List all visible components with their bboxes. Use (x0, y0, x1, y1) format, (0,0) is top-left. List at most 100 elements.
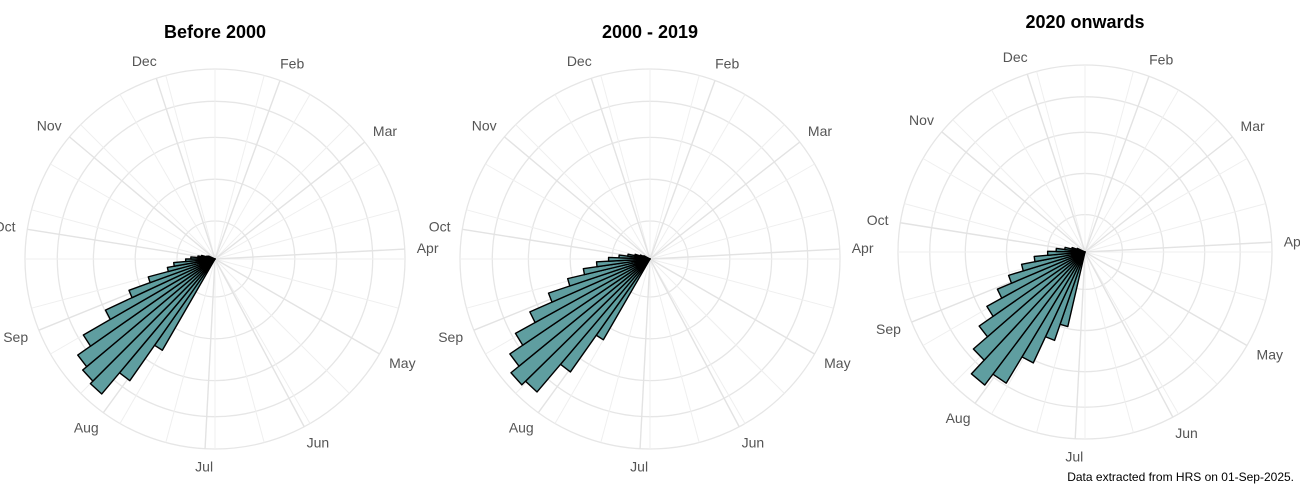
grid-spoke-month (1074, 251, 1086, 439)
month-label-oct: Oct (429, 218, 451, 234)
grid-spoke-month (941, 131, 1086, 253)
grid-spoke-month (214, 248, 405, 260)
month-label-may: May (1257, 347, 1283, 363)
month-label-aug: Aug (946, 410, 971, 426)
grid-spoke (31, 209, 216, 260)
month-label-apr: Apr (417, 240, 439, 256)
month-label-aug: Aug (74, 419, 99, 435)
grid-spoke (1084, 251, 1218, 385)
grid-spoke (1084, 158, 1248, 253)
month-label-jul: Jul (630, 459, 648, 475)
grid-spoke (1084, 251, 1179, 415)
month-label-sep: Sep (876, 321, 901, 337)
month-label-nov: Nov (472, 117, 497, 133)
month-label-feb: Feb (1149, 51, 1173, 67)
grid-spoke (649, 258, 785, 394)
grid-spoke (554, 94, 651, 260)
grid-spoke (649, 209, 834, 260)
polar-bar (642, 255, 651, 260)
grid-spoke (952, 119, 1086, 253)
grid-spoke (119, 94, 216, 260)
grid-spoke (1084, 251, 1266, 301)
grid-spoke-month (1084, 136, 1233, 253)
grid-spoke (600, 258, 651, 443)
grid-spoke (515, 124, 651, 260)
polar-chart-3: 2020 onwards Dec Feb Mar Apr May Jun Jul Aug Sep O… (867, 12, 1300, 465)
month-label-dec: Dec (132, 53, 157, 69)
grid-spoke-month (69, 136, 216, 260)
panel-title: 2000 - 2019 (602, 22, 698, 42)
data-source-caption: Data extracted from HRS on 01-Sep-2025. (1067, 470, 1294, 484)
polar-chart-2: 2000 - 2019 Dec Feb Mar Apr May Jun Jul Aug Sep Oc… (429, 22, 874, 475)
grid-spoke (1084, 89, 1179, 253)
grid-spoke-month (649, 258, 815, 355)
polar-bar (1076, 247, 1086, 253)
grid-spoke-month (204, 258, 216, 449)
grid-spoke (214, 258, 265, 443)
grid-spoke (80, 124, 216, 260)
grid-spoke-month (214, 141, 366, 260)
grid-spoke (1084, 203, 1266, 253)
grid-spoke (1084, 71, 1134, 253)
month-label-jun: Jun (742, 435, 765, 451)
month-label-nov: Nov (37, 117, 62, 133)
grid-spoke (50, 163, 216, 260)
grid-spoke (649, 163, 815, 260)
grid-spoke (214, 124, 350, 260)
grid-spoke-month (504, 136, 651, 260)
month-label-mar: Mar (373, 123, 397, 139)
grid-spoke (485, 163, 651, 260)
grid-spoke (214, 94, 311, 260)
month-label-dec: Dec (1003, 49, 1028, 65)
month-label-apr: Apr (852, 240, 874, 256)
grid-spoke-month (214, 258, 380, 355)
polar-chart-1: Before 2000 Feb Mar Apr May Jun Jul Aug Sep Oct No… (0, 22, 439, 475)
grid-spoke-month (1084, 251, 1248, 347)
grid-spoke-month (1084, 76, 1150, 253)
month-label-apr: Apr (1284, 233, 1300, 249)
grid-spoke-month (649, 258, 740, 428)
grid-spoke (1084, 251, 1134, 433)
grid-spoke (214, 258, 311, 424)
grid-spoke (1036, 71, 1086, 253)
month-label-oct: Oct (867, 212, 889, 228)
grid-spoke (165, 75, 216, 260)
month-label-mar: Mar (808, 123, 832, 139)
grid-spoke (214, 163, 380, 260)
grid-spoke-month (1084, 251, 1174, 418)
month-label-feb: Feb (715, 56, 739, 72)
month-label-dec: Dec (567, 53, 592, 69)
grid-spoke (600, 75, 651, 260)
grid-spoke-month (1084, 241, 1272, 253)
grid-spoke (649, 258, 746, 424)
grid-spoke (214, 258, 350, 394)
month-label-jul: Jul (195, 459, 213, 475)
grid-spoke-month (462, 228, 651, 260)
grid-spoke (214, 209, 399, 260)
grid-spoke-month (639, 258, 651, 449)
month-label-sep: Sep (3, 329, 28, 345)
polar-bar (207, 255, 216, 260)
panel-title: 2020 onwards (1025, 12, 1144, 32)
month-label-jun: Jun (307, 435, 330, 451)
grid-spoke (649, 258, 700, 443)
month-label-oct: Oct (0, 218, 16, 234)
grid-spoke (649, 75, 700, 260)
month-label-nov: Nov (909, 112, 934, 128)
grid-spoke-month (649, 141, 801, 260)
grid-spoke (649, 258, 834, 309)
grid-spoke (904, 203, 1086, 253)
grid-spoke-month (27, 228, 216, 260)
month-label-mar: Mar (1241, 118, 1265, 134)
grid-spoke (922, 158, 1086, 253)
month-label-jul: Jul (1065, 449, 1083, 465)
panel-title: Before 2000 (164, 22, 266, 42)
grid-spoke (214, 75, 265, 260)
month-label-jun: Jun (1175, 425, 1198, 441)
grid-spoke (649, 124, 785, 260)
grid-spoke-month (900, 222, 1086, 253)
month-label-aug: Aug (509, 419, 534, 435)
month-label-may: May (824, 355, 850, 371)
month-label-sep: Sep (438, 329, 463, 345)
grid-spoke-month (214, 258, 305, 428)
